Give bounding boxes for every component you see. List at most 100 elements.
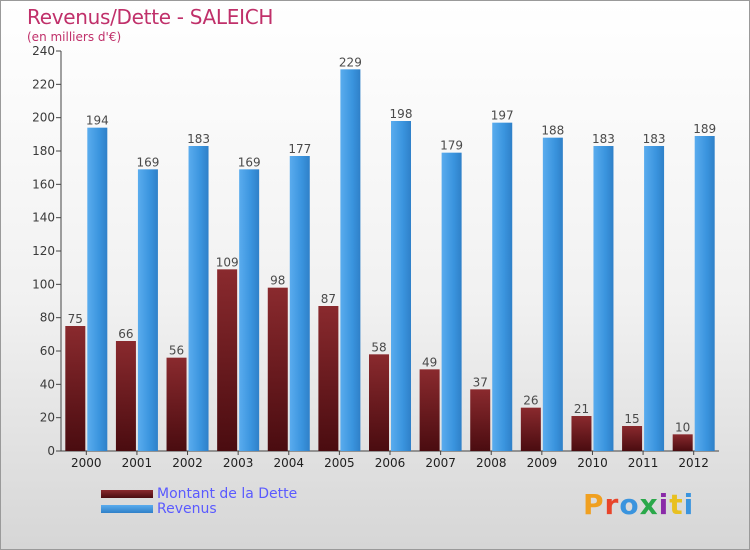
- data-label-debt: 109: [216, 255, 239, 269]
- bar-revenue: [188, 146, 209, 451]
- y-axis: 0 20 40 60 80 100 120 140 160 180 200 220 240: [32, 44, 62, 458]
- data-label-debt: 10: [675, 420, 690, 434]
- bar-debt: [217, 269, 238, 451]
- bar-revenue: [239, 169, 260, 452]
- data-label-debt: 87: [321, 292, 336, 306]
- bar-debt: [672, 434, 693, 451]
- y-tick-label: 20: [40, 411, 55, 425]
- x-tick-label: 2002: [172, 456, 203, 470]
- data-label-revenue: 194: [86, 114, 109, 128]
- y-tick-label: 140: [32, 211, 55, 225]
- data-labels-group: 75 66 56 109 98 87 58 49 37 26 21 15 10 194 169 183 169 1…: [68, 55, 716, 434]
- data-label-revenue: 229: [339, 55, 362, 69]
- bar-debt: [470, 389, 491, 451]
- data-label-revenue: 169: [136, 155, 159, 169]
- data-label-revenue: 198: [390, 107, 413, 121]
- x-tick-label: 2003: [223, 456, 254, 470]
- x-tick-label: 2007: [425, 456, 456, 470]
- data-label-debt: 56: [169, 344, 184, 358]
- data-label-revenue: 169: [238, 155, 261, 169]
- bar-revenue: [289, 156, 310, 451]
- bar-revenue: [441, 152, 462, 451]
- proxiti-logo: Proxiti: [583, 488, 694, 521]
- bar-revenue: [492, 122, 513, 452]
- legend-swatch-revenue: [101, 505, 153, 513]
- x-tick-label: 2004: [273, 456, 304, 470]
- data-label-debt: 37: [473, 375, 488, 389]
- bar-debt: [267, 287, 288, 451]
- bar-revenue: [340, 69, 361, 451]
- bar-debt: [622, 426, 643, 451]
- data-label-revenue: 183: [643, 132, 666, 146]
- chart-subtitle: (en milliers d'€): [27, 30, 122, 44]
- legend-item-debt: Montant de la Dette: [101, 486, 297, 502]
- bar-debt: [520, 407, 541, 451]
- x-tick-label: 2001: [122, 456, 153, 470]
- bar-debt: [369, 354, 389, 451]
- y-tick-label: 220: [32, 77, 55, 91]
- x-tick-label: 2005: [324, 456, 355, 470]
- y-tick-label: 60: [40, 344, 55, 358]
- bar-debt: [166, 357, 187, 451]
- bar-revenue: [137, 169, 158, 452]
- data-label-debt: 49: [422, 355, 437, 369]
- x-tick-label: 2011: [628, 456, 659, 470]
- logo-letter: t: [669, 488, 684, 521]
- x-tick-label: 2012: [678, 456, 709, 470]
- x-tick-label: 2008: [476, 456, 507, 470]
- logo-letter: P: [583, 488, 605, 521]
- bar-revenue: [644, 146, 665, 451]
- y-tick-label: 100: [32, 277, 55, 291]
- x-tick-label: 2006: [375, 456, 406, 470]
- x-tick-label: 2010: [577, 456, 608, 470]
- logo-letter: i: [658, 488, 670, 521]
- bar-debt: [571, 416, 592, 451]
- bar-debt: [318, 306, 339, 451]
- y-tick-label: 160: [32, 177, 55, 191]
- data-label-debt: 58: [371, 340, 386, 354]
- bar-revenue: [542, 137, 563, 451]
- data-label-debt: 98: [270, 274, 285, 288]
- legend-label-revenue: Revenus: [157, 501, 217, 517]
- data-label-revenue: 183: [187, 132, 210, 146]
- y-tick-label: 120: [32, 244, 55, 258]
- bar-revenue: [391, 121, 411, 451]
- bar-revenue: [593, 146, 614, 451]
- legend-item-revenue: Revenus: [101, 501, 217, 517]
- logo-letter: i: [683, 488, 695, 521]
- data-label-revenue: 177: [288, 142, 311, 156]
- bar-debt: [65, 326, 86, 451]
- data-label-revenue: 188: [541, 124, 564, 138]
- data-label-debt: 15: [624, 412, 639, 426]
- x-tick-label: 2000: [71, 456, 102, 470]
- logo-letter: x: [639, 488, 659, 521]
- y-tick-label: 180: [32, 144, 55, 158]
- y-tick-label: 200: [32, 111, 55, 125]
- y-tick-label: 80: [40, 311, 55, 325]
- data-label-revenue: 183: [592, 132, 615, 146]
- y-tick-label: 0: [47, 444, 55, 458]
- y-tick-label: 240: [32, 44, 55, 58]
- bars-group: [65, 69, 715, 452]
- x-axis: 2000 2001 2002 2003 2004 2005 2006 2007 2008 2009…: [61, 450, 719, 470]
- data-label-debt: 75: [68, 312, 83, 326]
- y-tick-label: 40: [40, 377, 55, 391]
- legend-label-debt: Montant de la Dette: [157, 486, 298, 502]
- chart-title: Revenus/Dette - SALEICH: [27, 5, 274, 29]
- data-label-revenue: 197: [491, 109, 514, 123]
- bar-revenue: [87, 127, 108, 452]
- logo-letter: r: [604, 488, 620, 521]
- bar-debt: [115, 341, 136, 451]
- legend-swatch-debt: [101, 490, 153, 498]
- data-label-debt: 66: [118, 327, 133, 341]
- logo-letter: o: [619, 488, 640, 521]
- data-label-revenue: 179: [440, 139, 463, 153]
- data-label-debt: 21: [574, 402, 589, 416]
- data-label-debt: 26: [523, 394, 538, 408]
- data-label-revenue: 189: [693, 122, 716, 136]
- x-tick-label: 2009: [527, 456, 558, 470]
- bar-revenue: [694, 136, 715, 451]
- bar-debt: [419, 369, 440, 451]
